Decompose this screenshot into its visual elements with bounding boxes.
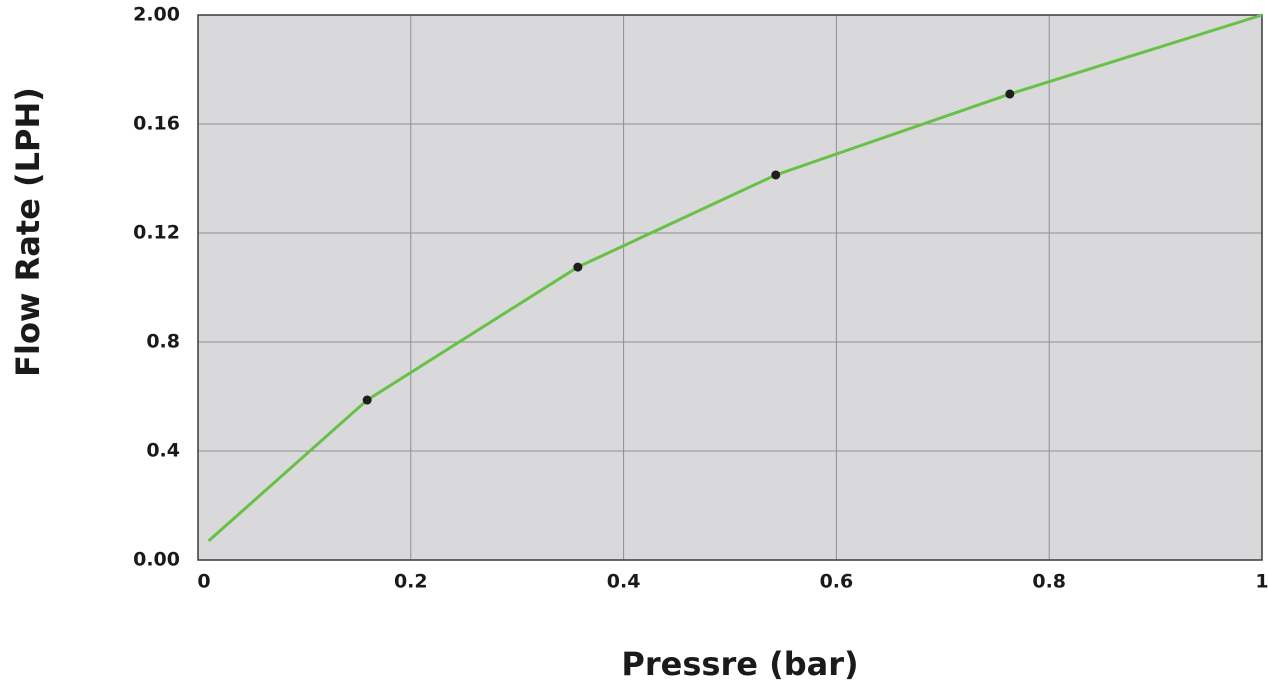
data-point — [573, 262, 583, 272]
data-point — [771, 170, 781, 180]
x-tick-label: 0.2 — [394, 571, 428, 593]
plot-frame — [197, 14, 1263, 561]
y-tick-label: 0.12 — [133, 222, 180, 244]
data-point — [362, 395, 372, 405]
x-axis-title: Pressre (bar) — [621, 645, 858, 683]
y-axis-title: Flow Rate (LPH) — [9, 87, 47, 377]
line — [207, 13, 1263, 543]
y-tick-label: 0.16 — [133, 113, 180, 135]
y-tick-label: 0.8 — [146, 331, 180, 353]
data-point — [1005, 89, 1015, 99]
plot-background — [198, 15, 1262, 560]
x-tick-label: 0.6 — [820, 571, 854, 593]
y-tick-label: 0.4 — [146, 440, 180, 462]
x-tick-label: 0.4 — [607, 571, 641, 593]
x-tick-label: 1 — [1255, 571, 1268, 593]
x-tick-label: 0 — [197, 571, 210, 593]
y-tick-label: 2.00 — [133, 4, 180, 26]
y-tick-label: 0.00 — [133, 549, 180, 571]
x-tick-label: 0.8 — [1032, 571, 1066, 593]
